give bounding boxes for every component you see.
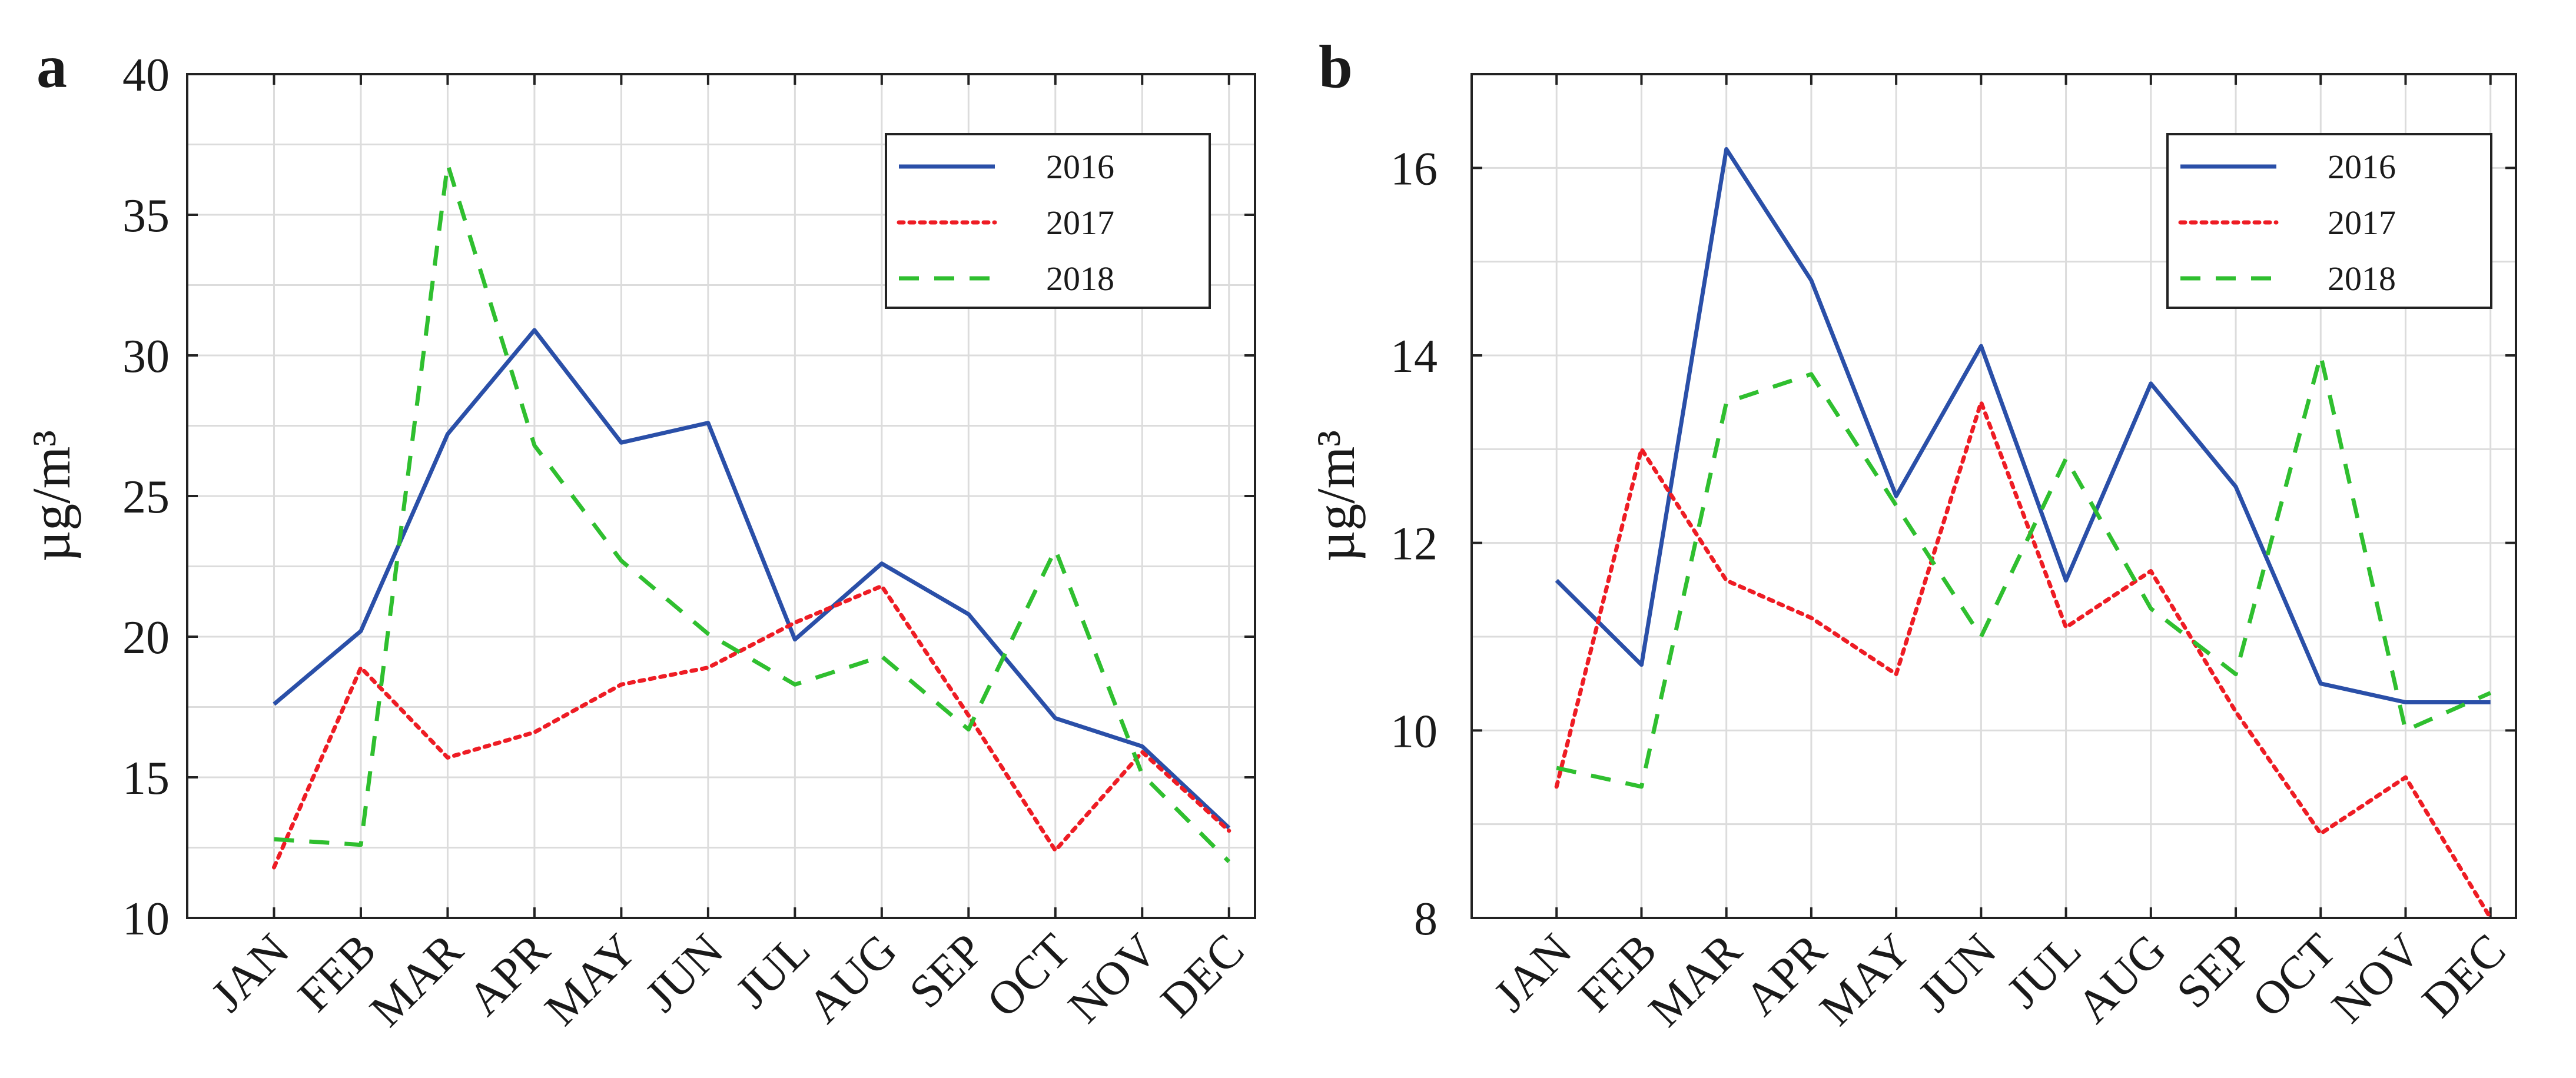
chart-panel-a: 10152025303540JANFEBMARAPRMAYJUNJULAUGSE… — [21, 33, 1256, 1037]
y-tick-label: 12 — [1390, 518, 1438, 570]
x-tick-label: NOV — [1058, 924, 1167, 1033]
y-tick-label: 14 — [1390, 331, 1438, 382]
x-tick-label: APR — [458, 924, 560, 1026]
legend-label-2017: 2017 — [1046, 204, 1114, 242]
x-tick-label: SEP — [2167, 924, 2261, 1019]
x-tick-label: DEC — [2412, 924, 2515, 1027]
y-tick-label: 20 — [122, 612, 170, 664]
x-tick-label: OCT — [2243, 924, 2346, 1027]
panel-label: a — [36, 33, 67, 101]
x-tick-label: JAN — [201, 924, 299, 1022]
series-line-2018 — [1556, 353, 2492, 789]
chart-panel-b: 810121416JANFEBMARAPRMAYJUNJULAUGSEPOCTN… — [1306, 33, 2517, 1037]
y-tick-label: 16 — [1390, 143, 1438, 195]
x-tick-label: JUN — [636, 924, 733, 1022]
y-tick-label: 30 — [122, 331, 170, 382]
x-tick-label: MAY — [535, 924, 646, 1036]
series-line-2017 — [272, 584, 1231, 870]
x-tick-label: AUG — [2067, 924, 2176, 1033]
x-tick-label: NOV — [2322, 924, 2431, 1033]
legend: 2016 2017 2018 — [885, 133, 1211, 309]
y-tick-label: 35 — [122, 190, 170, 242]
x-tick-label: DEC — [1151, 924, 1254, 1027]
legend-label-2016: 2016 — [2328, 148, 2396, 186]
legend-label-2017: 2017 — [2328, 204, 2396, 242]
x-tick-label: AUG — [798, 924, 907, 1033]
y-tick-label: 10 — [1390, 706, 1438, 757]
y-tick-label: 15 — [122, 753, 170, 804]
y-tick-label: 8 — [1414, 893, 1438, 945]
series-line-2016 — [273, 328, 1231, 830]
x-tick-label: OCT — [977, 924, 1080, 1027]
legend-label-2018: 2018 — [2328, 259, 2396, 298]
legend: 2016 2017 2018 — [2166, 133, 2492, 309]
legend-label-2018: 2018 — [1046, 259, 1114, 298]
series-line-2016 — [1555, 147, 2491, 704]
y-tick-label: 25 — [122, 471, 170, 523]
x-tick-label: MAR — [1639, 924, 1752, 1037]
panel-label: b — [1319, 33, 1353, 101]
y-tick-label: 10 — [122, 893, 170, 945]
legend-label-2016: 2016 — [1046, 148, 1114, 186]
x-tick-label: JUN — [1908, 924, 2006, 1022]
x-tick-label: JAN — [1484, 924, 1582, 1022]
x-tick-label: SEP — [899, 924, 994, 1019]
x-tick-label: MAY — [1810, 924, 1921, 1036]
y-tick-label: 40 — [122, 49, 170, 101]
y-axis-label: µg/m³ — [21, 430, 81, 562]
x-tick-label: MAR — [360, 924, 473, 1037]
series-line-2017 — [1554, 400, 2493, 920]
plot-frame — [1470, 73, 2517, 919]
y-axis-label: µg/m³ — [1306, 430, 1366, 562]
